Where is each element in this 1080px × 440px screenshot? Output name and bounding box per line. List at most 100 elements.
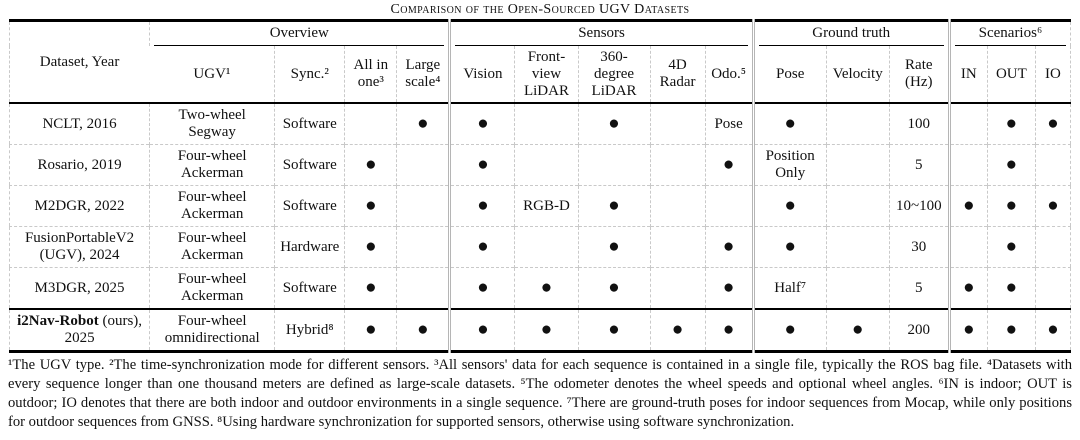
dataset-name: M3DGR, 2025 [34, 279, 125, 296]
table-cell [1034, 226, 1071, 268]
table-cell: Hardware [274, 226, 345, 268]
table-cell [947, 226, 988, 268]
table-cell: ● [1034, 185, 1071, 227]
table-cell: Pose [704, 103, 754, 145]
col-header-all-in-one: All in one³ [344, 46, 397, 104]
ugv-cell: Four-wheel Ackerman [149, 267, 275, 309]
table-row-i2nav-robot: i2Nav-Robot (ours), 2025 Four-wheel omni… [9, 308, 1071, 352]
table-cell: ● [986, 103, 1036, 145]
table-cell: Software [274, 267, 345, 309]
table-cell: ● [751, 226, 827, 268]
table-cell [396, 185, 450, 227]
table-cell: ● [704, 267, 754, 309]
table-cell: ● [344, 185, 397, 227]
col-header-4d-radar: 4D Radar [649, 46, 706, 104]
col-header-out: OUT [986, 46, 1036, 104]
ugv-cell: Four-wheel Ackerman [149, 185, 275, 227]
table-cell [514, 103, 578, 145]
table-cell [649, 103, 706, 145]
table-cell [649, 226, 706, 268]
table-row-fusionportable: FusionPortableV2 (UGV), 2024 Four-wheel … [9, 226, 1071, 268]
table-cell: 10~100 [888, 185, 950, 227]
dataset-cell: NCLT, 2016 [10, 103, 150, 145]
table-cell [704, 185, 754, 227]
dataset-name: NCLT, 2016 [42, 115, 117, 132]
dataset-cell: i2Nav-Robot (ours), 2025 [9, 308, 150, 352]
table-cell: ● [448, 103, 515, 145]
table-cell: ● [1034, 308, 1071, 352]
col-header-odo: Odo.⁵ [704, 46, 754, 104]
table-cell: 5 [888, 267, 950, 309]
table-title: Comparison of the Open-Sourced UGV Datas… [390, 2, 690, 17]
table-cell: ● [448, 267, 515, 309]
dataset-name: FusionPortableV2 (UGV), 2024 [24, 230, 135, 263]
table-cell [514, 144, 578, 186]
table-cell [649, 185, 706, 227]
table-cell: 30 [888, 226, 950, 268]
col-header-sync: Sync.² [274, 46, 345, 104]
col-header-pose: Pose [751, 46, 827, 104]
dataset-name: Rosario, 2019 [37, 156, 122, 173]
table-cell [947, 144, 988, 186]
table-cell: RGB-D [514, 185, 578, 227]
table-cell: ● [751, 308, 827, 352]
table-row-m3dgr: M3DGR, 2025 Four-wheel Ackerman Software… [9, 267, 1071, 309]
table-cell [1034, 144, 1071, 186]
table-cell: ● [577, 308, 651, 352]
table-cell: 200 [888, 308, 950, 352]
table-cell: ● [704, 226, 754, 268]
table-cell: ● [947, 267, 988, 309]
dataset-name: M2DGR, 2022 [34, 197, 125, 214]
table-cell: Position Only [751, 144, 827, 186]
table-cell: ● [514, 267, 578, 309]
table-cell [396, 144, 450, 186]
ugv-cell: Two-wheel Segway [149, 103, 275, 145]
table-cell: ● [448, 226, 515, 268]
table-cell [825, 144, 890, 186]
group-header-sensors: Sensors [448, 20, 754, 46]
table-cell: Software [274, 185, 345, 227]
col-header-front-view-lidar: Front-view LiDAR [514, 46, 578, 104]
table-cell: ● [577, 103, 651, 145]
ugv-cell: Four-wheel Ackerman [149, 226, 275, 268]
table-cell [514, 226, 578, 268]
table-cell: ● [986, 308, 1036, 352]
table-cell [344, 103, 397, 145]
table-row-rosario: Rosario, 2019 Four-wheel Ackerman Softwa… [9, 144, 1071, 186]
table-cell: ● [448, 144, 515, 186]
group-header-overview: Overview [149, 20, 450, 46]
table-cell: ● [986, 185, 1036, 227]
ugv-cell: Four-wheel Ackerman [149, 144, 275, 186]
column-header-row: UGV¹ Sync.² All in one³ Large scale⁴ Vis… [10, 46, 1071, 104]
table-cell: ● [448, 308, 515, 352]
table-cell: ● [344, 226, 397, 268]
table-cell: ● [947, 308, 988, 352]
group-header-ground-truth: Ground truth [751, 20, 950, 46]
table-cell: ● [825, 308, 890, 352]
col-header-in: IN [947, 46, 988, 104]
table-cell [649, 267, 706, 309]
table-cell [396, 267, 450, 309]
table-cell [825, 226, 890, 268]
table-cell [825, 185, 890, 227]
dataset-cell: M2DGR, 2022 [9, 185, 150, 227]
table-cell: ● [514, 308, 578, 352]
table-cell: ● [396, 308, 450, 352]
table-cell: ● [344, 308, 397, 352]
table-cell: ● [986, 267, 1036, 309]
dataset-name: (ours), 2025 [64, 313, 143, 346]
dataset-cell: M3DGR, 2025 [9, 267, 150, 309]
table-cell [577, 144, 651, 186]
table-cell: ● [448, 185, 515, 227]
table-cell [1034, 267, 1071, 309]
table-cell: ● [751, 185, 827, 227]
table-cell: ● [577, 185, 651, 227]
table-cell: 5 [888, 144, 950, 186]
table-cell: 100 [888, 103, 950, 145]
table-cell: Software [274, 144, 345, 186]
table-cell: Software [274, 103, 345, 145]
col-header-360-degree-lidar: 360-degree LiDAR [577, 46, 651, 104]
table-row-nclt: NCLT, 2016 Two-wheel Segway Software ● ●… [10, 103, 1071, 145]
col-header-io: IO [1034, 46, 1071, 104]
